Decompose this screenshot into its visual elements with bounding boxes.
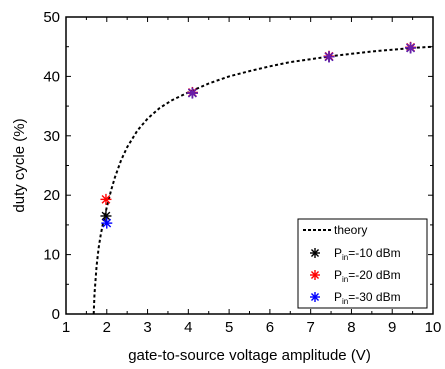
y-tick-label: 40 (43, 68, 60, 85)
tick-labels-group: 1 2 3 4 5 6 7 8 9 10 0 10 20 30 40 50 (43, 9, 441, 336)
data-point-overlap (405, 42, 417, 54)
x-tick-label: 1 (62, 319, 70, 336)
x-axis-title: gate-to-source voltage amplitude (V) (128, 347, 371, 364)
theory-curve (92, 45, 434, 315)
theory-curve-group (92, 45, 434, 315)
y-axis-title: duty cycle (%) (11, 118, 28, 212)
data-point-series-3 (101, 217, 113, 229)
legend: theory Pin=-10 dBm Pin=-20 dBm Pin=-30 dBm (297, 218, 428, 309)
legend-box (297, 218, 428, 309)
y-tick-label: 30 (43, 128, 60, 145)
legend-label-series-2: Pin=-20 dBm (334, 268, 401, 284)
legend-marker-series-2 (310, 270, 320, 280)
x-tick-label: 4 (184, 319, 192, 336)
legend-theory-label: theory (334, 223, 367, 237)
legend-marker-series-1 (310, 248, 320, 258)
legend-label-series-1: Pin=-10 dBm (334, 246, 401, 262)
data-point-overlap (186, 87, 198, 99)
data-point-series-1 (100, 210, 112, 222)
y-tick-label: 20 (43, 187, 60, 204)
y-tick-label: 0 (52, 306, 60, 323)
x-tick-label: 5 (225, 319, 233, 336)
data-points-group (100, 41, 417, 229)
legend-series-entries: Pin=-10 dBm Pin=-20 dBm Pin=-30 dBm (310, 246, 401, 306)
x-tick-label: 10 (425, 319, 442, 336)
data-point-series-2 (100, 193, 112, 205)
plot-frame (65, 16, 434, 315)
x-tick-label: 7 (306, 319, 314, 336)
y-tick-label: 50 (43, 9, 60, 26)
x-tick-label: 2 (103, 319, 111, 336)
x-tick-label: 9 (388, 319, 396, 336)
x-tick-label: 8 (347, 319, 355, 336)
legend-label-series-3: Pin=-30 dBm (334, 290, 401, 306)
x-tick-label: 3 (143, 319, 151, 336)
x-tick-label: 6 (266, 319, 274, 336)
data-point-overlap (323, 51, 335, 63)
legend-marker-series-3 (310, 292, 320, 302)
y-tick-label: 10 (43, 247, 60, 264)
